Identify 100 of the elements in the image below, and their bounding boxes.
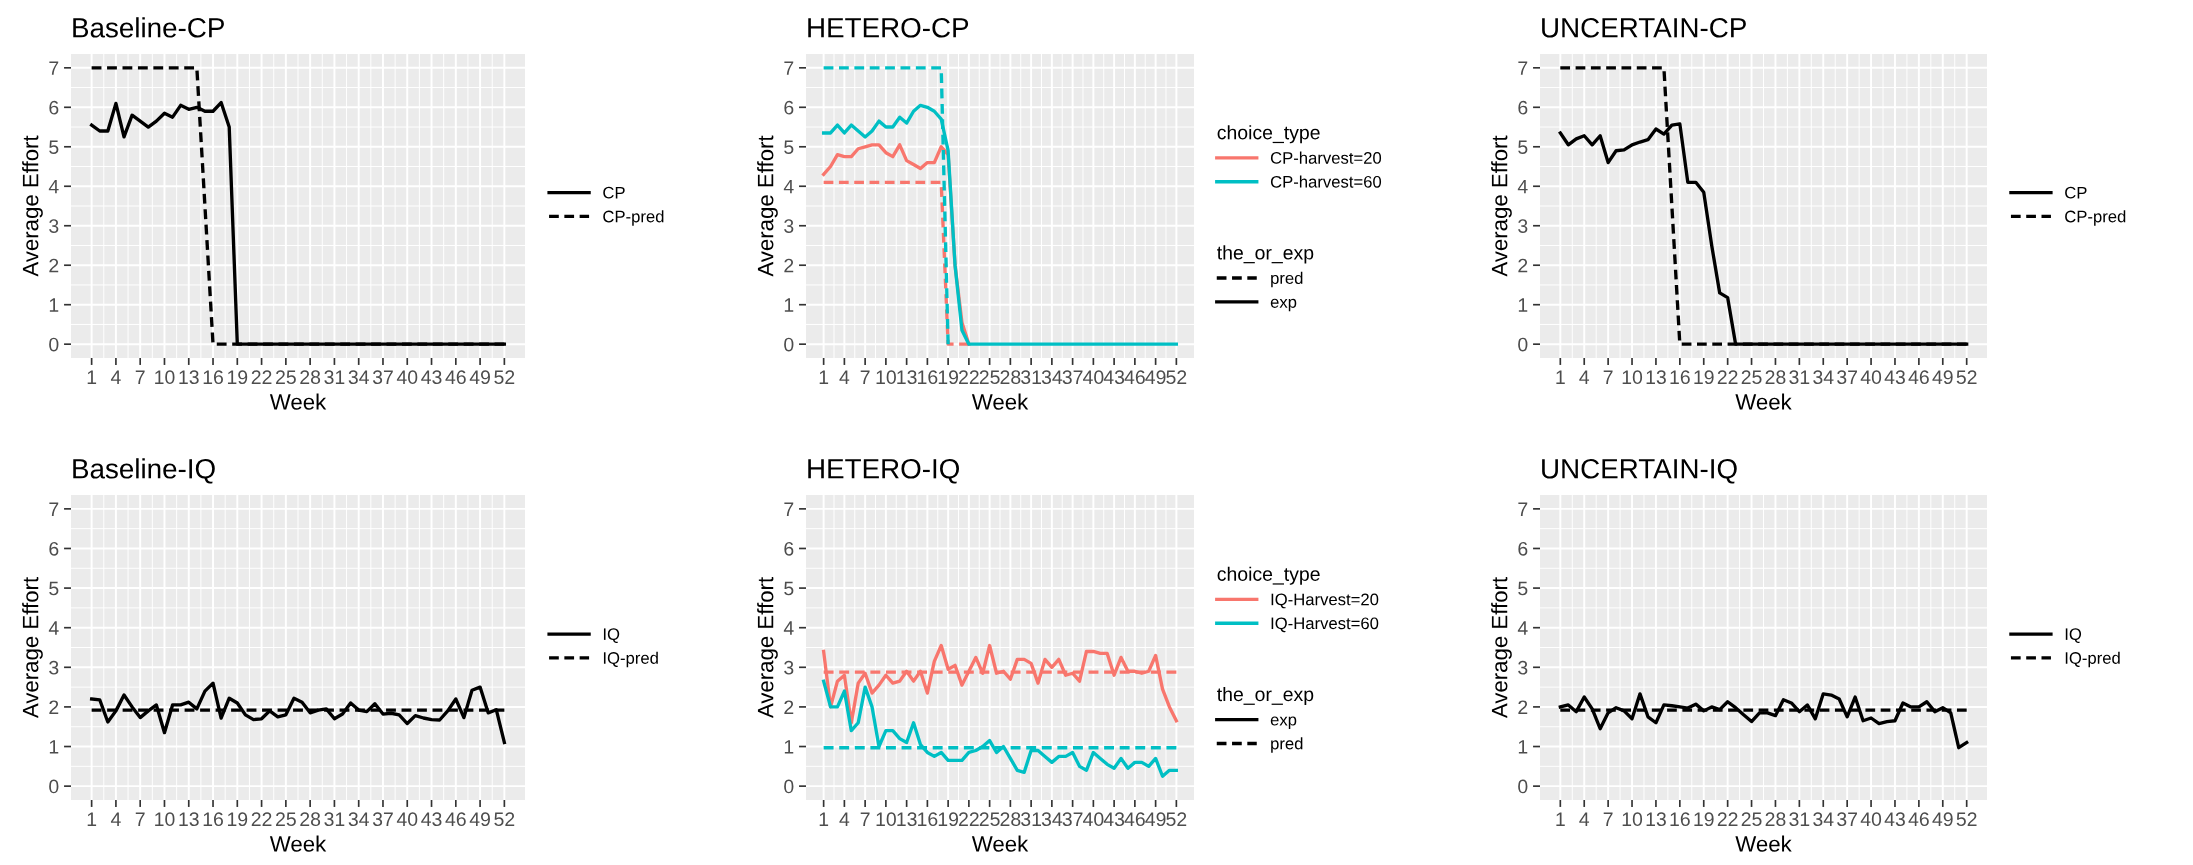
x-tick-label: 52 [1166, 812, 1187, 827]
x-tick-label: 28 [1000, 370, 1021, 385]
y-tick-label: 2 [49, 700, 59, 714]
x-tick-label: 34 [1813, 370, 1834, 385]
x-tick-label: 19 [1694, 812, 1714, 827]
x-tick-label: 28 [1000, 812, 1021, 827]
legend-title: choice_type [1217, 125, 1320, 144]
legend-label: CP-harvest=60 [1270, 175, 1382, 188]
x-tick-label: 16 [203, 370, 223, 385]
y-tick-label: 7 [784, 502, 794, 516]
x-tick-label: 4 [1579, 812, 1590, 826]
y-tick-label: 3 [49, 660, 59, 675]
y-tick-label: 5 [1518, 140, 1528, 155]
y-tick-label: 1 [784, 740, 794, 754]
x-tick-label: 13 [179, 370, 199, 385]
y-tick-label: 3 [1518, 660, 1528, 675]
x-tick-label: 46 [1124, 812, 1145, 827]
x-tick-label: 52 [494, 370, 515, 385]
chart-title: UNCERTAIN-IQ [1542, 458, 1737, 484]
y-tick-label: 2 [49, 258, 59, 273]
line-series [821, 643, 1179, 725]
y-tick-label: 6 [1518, 100, 1528, 115]
x-tick-label: 1 [87, 812, 97, 826]
x-tick-label: 19 [938, 370, 959, 385]
x-tick-label: 49 [1932, 812, 1953, 827]
x-tick-label: 10 [876, 370, 896, 385]
y-tick-label: 7 [784, 61, 794, 75]
y-tick-label: 3 [784, 660, 794, 675]
x-tick-label: 4 [110, 812, 121, 826]
chart-title: UNCERTAIN-CP [1542, 17, 1746, 38]
legend-label: IQ-Harvest=60 [1271, 617, 1379, 633]
x-tick-label: 25 [979, 812, 1000, 827]
y-tick-label: 5 [49, 140, 59, 155]
y-axis-title: Average Effort [1491, 577, 1512, 719]
y-tick-label: 2 [784, 258, 794, 273]
y-tick-label: 6 [49, 100, 59, 115]
x-tick-label: 16 [1670, 370, 1690, 385]
x-tick-label: 46 [445, 812, 466, 827]
y-axis-title: Average Effort [757, 577, 778, 719]
legend-label: IQ-pred [2065, 651, 2120, 668]
x-tick-label: 16 [918, 370, 938, 385]
x-tick-label: 40 [1083, 812, 1104, 827]
x-tick-label: 31 [1789, 812, 1810, 827]
x-tick-label: 22 [251, 370, 272, 384]
x-tick-label: 31 [324, 812, 345, 827]
line-series [1558, 692, 1969, 750]
legend-label: IQ [2065, 628, 2082, 644]
y-tick-label: 4 [1517, 179, 1528, 194]
x-tick-label: 22 [1717, 812, 1738, 826]
x-tick-label: 31 [1021, 812, 1041, 827]
y-tick-label: 4 [48, 621, 59, 635]
x-tick-label: 34 [348, 812, 369, 827]
x-tick-label: 1 [1556, 370, 1565, 384]
x-tick-label: 31 [1789, 370, 1810, 385]
y-tick-label: 3 [784, 219, 794, 233]
x-axis-title: Week [269, 393, 327, 410]
y-axis-title: Average Effort [1491, 135, 1512, 277]
legend-label: CP [2065, 186, 2087, 199]
x-tick-label: 13 [897, 370, 917, 385]
x-tick-label: 1 [819, 812, 829, 826]
x-tick-label: 7 [860, 370, 870, 384]
x-tick-label: 43 [421, 812, 442, 827]
x-tick-label: 19 [1694, 370, 1714, 385]
y-tick-label: 7 [49, 61, 59, 75]
x-axis-title: Week [971, 835, 1029, 852]
y-tick-label: 1 [49, 298, 59, 312]
x-tick-label: 49 [1145, 370, 1166, 385]
y-tick-label: 0 [1518, 779, 1528, 794]
x-tick-label: 37 [372, 370, 393, 385]
y-tick-label: 4 [783, 621, 794, 635]
x-tick-label: 19 [227, 812, 248, 827]
x-tick-label: 49 [469, 812, 490, 827]
x-tick-label: 25 [1741, 812, 1762, 827]
x-tick-label: 34 [1041, 370, 1063, 385]
x-tick-label: 16 [918, 812, 938, 827]
y-tick-label: 0 [784, 337, 794, 352]
x-tick-label: 16 [1670, 812, 1690, 827]
x-axis-title: Week [1735, 835, 1792, 852]
y-tick-label: 6 [49, 541, 59, 556]
y-tick-label: 7 [1518, 502, 1528, 516]
x-tick-label: 7 [1603, 812, 1613, 826]
x-tick-label: 4 [839, 370, 850, 384]
x-axis-title: Week [269, 835, 327, 852]
y-tick-label: 2 [784, 700, 794, 714]
y-tick-label: 5 [784, 140, 794, 155]
text: the_or_exp [1217, 686, 1314, 706]
text: the_or_exp [1217, 245, 1314, 264]
y-tick-label: 5 [784, 581, 794, 596]
legend-label: CP-pred [2065, 210, 2126, 226]
legend-label: IQ-Harvest=20 [1271, 593, 1379, 609]
y-axis-title: Average Effort [22, 135, 43, 277]
y-tick-label: 1 [1518, 298, 1528, 312]
x-tick-label: 10 [1622, 370, 1643, 385]
y-tick-label: 3 [49, 219, 59, 233]
y-tick-label: 4 [783, 179, 794, 194]
chart-title: HETERO-CP [808, 17, 969, 38]
x-tick-label: 28 [300, 370, 321, 385]
y-tick-label: 0 [1518, 337, 1528, 352]
y-tick-label: 5 [49, 581, 59, 596]
legend-title: choice_type [1217, 566, 1320, 585]
